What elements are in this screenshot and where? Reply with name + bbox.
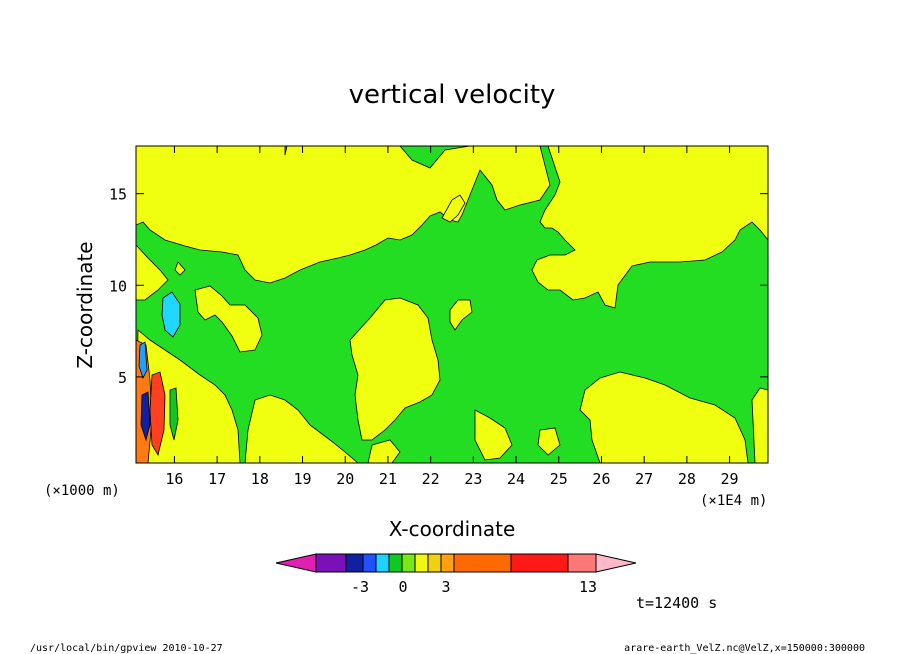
colorbar-swatch — [345, 553, 364, 573]
x-tick-label: 17 — [208, 470, 226, 488]
upper-left-updraft — [136, 146, 551, 284]
y-tick-label: 5 — [118, 369, 127, 387]
upper-right-updraft — [531, 146, 768, 309]
x-tick-label: 29 — [721, 470, 739, 488]
colorbar-tick-label: 0 — [398, 578, 407, 596]
small-updraft-cell — [174, 261, 186, 276]
colorbar-swatch — [362, 553, 377, 573]
colorbar-swatch — [401, 553, 416, 573]
x-tick-label: 23 — [464, 470, 482, 488]
plot-frame — [135, 145, 769, 464]
colorbar-tick-label: -3 — [351, 578, 369, 596]
contour-field — [136, 146, 768, 463]
small-updraft-cell — [367, 439, 401, 463]
right-edge-updraft — [751, 387, 768, 463]
x-tick-label: 19 — [294, 470, 312, 488]
colorbar-swatch — [375, 553, 390, 573]
mid-updraft — [194, 285, 263, 353]
colorbar-swatch — [567, 553, 597, 573]
colorbar-end-triangle — [595, 553, 637, 573]
small-updraft-cell — [449, 299, 473, 331]
lower-right-updraft — [579, 371, 749, 463]
colorbar-swatch — [414, 553, 429, 573]
y-axis: 5 10 15 — [109, 186, 768, 387]
center-updraft — [349, 297, 441, 441]
y-tick-label: 15 — [109, 186, 127, 204]
x-tick-label: 27 — [635, 470, 653, 488]
plot-area: 16 17 18 19 20 21 22 23 24 25 26 27 28 29 5 10 15 — [109, 145, 769, 488]
strong-updraft-cell — [149, 371, 166, 457]
time-label: t=12400 s — [636, 594, 717, 612]
colorbar-swatch — [315, 553, 347, 573]
small-updraft-cell — [537, 427, 561, 456]
updraft-regions — [136, 146, 768, 463]
colorbar-swatch — [453, 553, 512, 573]
colorbar-end-triangle — [275, 553, 317, 573]
colorbar-swatch — [427, 553, 442, 573]
x-tick-label: 25 — [550, 470, 568, 488]
colorbar-tick-label: 13 — [579, 578, 597, 596]
lower-updraft — [244, 394, 359, 463]
x-scale-label: (×1E4 m) — [700, 493, 767, 509]
x-tick-label: 21 — [379, 470, 397, 488]
downdraft-cell — [140, 391, 151, 442]
small-updraft-cell — [441, 194, 466, 223]
x-tick-label: 26 — [592, 470, 610, 488]
x-tick-label: 20 — [336, 470, 354, 488]
x-tick-label: 24 — [507, 470, 525, 488]
colorbar — [275, 553, 637, 573]
y-axis-label: Z-coordinate — [73, 241, 97, 368]
downdraft-cell — [138, 341, 148, 380]
chart-title: vertical velocity — [349, 80, 556, 110]
strong-cells — [136, 291, 181, 463]
footer-right: arare-earth_VelZ.nc@VelZ,x=150000:300000 — [624, 643, 865, 654]
x-tick-label: 22 — [422, 470, 440, 488]
colorbar-swatch — [510, 553, 569, 573]
colorbar-tick-labels: -3 0 3 13 — [351, 578, 597, 596]
y-scale-label: (×1000 m) — [44, 483, 120, 499]
left-mid-updraft — [136, 244, 169, 301]
small-updraft-cell — [474, 409, 513, 461]
colorbar-tick-label: 3 — [441, 578, 450, 596]
colorbar-swatch — [440, 553, 455, 573]
colorbar-swatch — [388, 553, 403, 573]
downdraft-cell — [169, 387, 179, 441]
y-tick-label: 10 — [109, 277, 127, 295]
x-tick-label: 28 — [678, 470, 696, 488]
x-tick-label: 16 — [165, 470, 183, 488]
x-tick-label: 18 — [251, 470, 269, 488]
footer-left: /usr/local/bin/gpview 2010-10-27 — [30, 643, 223, 654]
x-axis: 16 17 18 19 20 21 22 23 24 25 26 27 28 29 — [165, 146, 739, 488]
x-axis-label: X-coordinate — [389, 517, 516, 541]
downdraft-cell — [161, 291, 181, 338]
